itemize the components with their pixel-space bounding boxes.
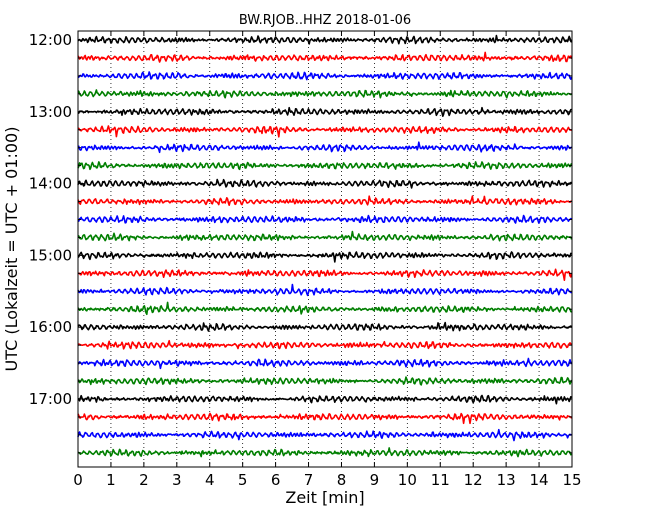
seismic-trace xyxy=(77,321,573,332)
seismic-trace xyxy=(77,251,572,263)
x-axis-ticks: 0 1 2 3 4 5 6 7 8 9 10 11 12 13 14 15 xyxy=(73,31,582,489)
x-tick-label: 5 xyxy=(238,471,248,489)
x-tick-label: 8 xyxy=(337,471,347,489)
seismic-trace xyxy=(77,428,573,442)
seismic-trace xyxy=(77,89,573,99)
seismic-trace xyxy=(77,357,573,370)
trace-group xyxy=(77,34,573,458)
x-tick-label: 15 xyxy=(562,471,581,489)
seismic-trace xyxy=(77,283,572,297)
y-axis-label: UTC (Lokalzeit = UTC + 01:00) xyxy=(2,127,21,372)
seismic-trace xyxy=(77,161,573,171)
seismic-trace xyxy=(77,141,572,154)
seismic-trace xyxy=(77,412,573,425)
y-axis-ticks: 12:00 13:00 14:00 15:00 16:00 17:00 xyxy=(29,31,572,454)
chart-title: BW.RJOB..HHZ 2018-01-06 xyxy=(239,13,411,28)
seismic-trace xyxy=(77,106,572,117)
x-tick-label: 0 xyxy=(73,471,83,489)
x-tick-label: 9 xyxy=(370,471,380,489)
y-tick-label: 16:00 xyxy=(29,318,72,336)
x-axis-label: Zeit [min] xyxy=(285,488,364,507)
x-tick-label: 13 xyxy=(497,471,516,489)
seismic-trace xyxy=(77,394,573,405)
seismic-trace xyxy=(77,214,573,224)
x-tick-label: 10 xyxy=(398,471,417,489)
seismic-trace xyxy=(77,34,573,45)
y-tick-label: 17:00 xyxy=(29,390,72,408)
seismic-trace xyxy=(77,376,573,386)
x-tick-label: 1 xyxy=(106,471,116,489)
seismic-trace xyxy=(77,301,573,316)
seismic-trace xyxy=(77,71,573,81)
x-tick-label: 12 xyxy=(464,471,483,489)
x-tick-label: 2 xyxy=(139,471,149,489)
x-tick-label: 6 xyxy=(271,471,281,489)
vertical-grid xyxy=(110,31,540,467)
seismic-trace xyxy=(77,195,572,206)
y-tick-label: 15:00 xyxy=(29,246,72,264)
x-tick-label: 11 xyxy=(431,471,450,489)
y-tick-label: 12:00 xyxy=(29,31,72,49)
seismic-trace xyxy=(77,447,573,458)
x-tick-label: 4 xyxy=(205,471,215,489)
seismic-trace xyxy=(77,125,573,138)
seismic-trace xyxy=(77,178,572,189)
seismic-trace xyxy=(77,339,572,350)
seismic-trace xyxy=(77,268,573,282)
x-tick-label: 7 xyxy=(304,471,314,489)
y-tick-label: 13:00 xyxy=(29,103,72,121)
seismic-trace xyxy=(77,51,573,63)
x-tick-label: 3 xyxy=(172,471,182,489)
x-tick-label: 14 xyxy=(530,471,549,489)
plot-frame xyxy=(77,30,573,468)
seismic-trace xyxy=(77,230,573,242)
y-tick-label: 14:00 xyxy=(29,175,72,193)
